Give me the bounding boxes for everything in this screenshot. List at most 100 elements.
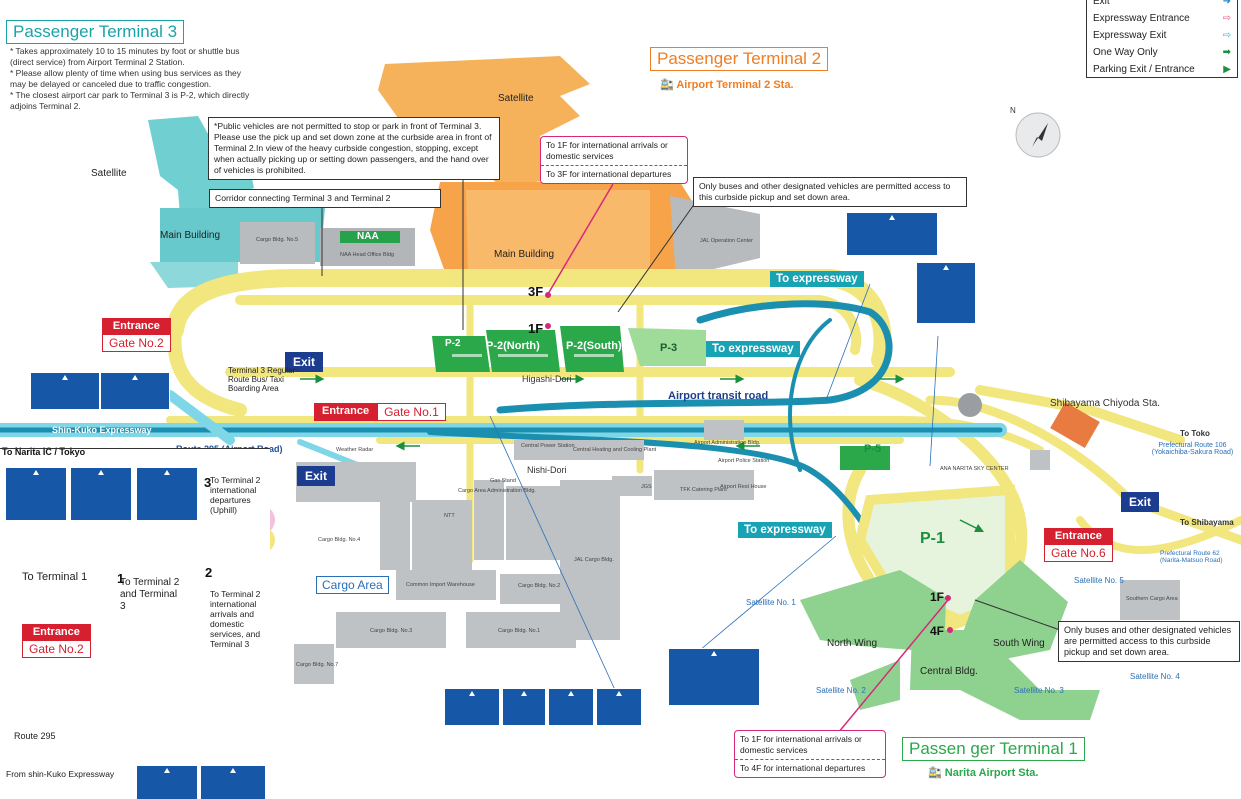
inset-to-terminal1: To Terminal 1 <box>22 571 88 583</box>
svg-text:N: N <box>1010 106 1016 115</box>
cargo2-label: Cargo Bldg. No.2 <box>518 583 561 589</box>
inset-map: To Narita IC / Tokyo To Terminal 1 To Te… <box>0 448 270 799</box>
police-label: Airport Police Station <box>718 458 770 464</box>
jal-cargo-label: JAL Cargo Bldg. <box>574 557 614 563</box>
direction-sign <box>30 372 100 410</box>
direction-sign <box>668 648 760 706</box>
parking-p1[interactable]: P-1 <box>920 530 945 547</box>
entrance-gate-1[interactable]: Entrance Gate No.1 <box>314 403 446 421</box>
shin-kuko-label: Shin-Kuko Expressway <box>52 425 152 435</box>
parking-p2-south[interactable]: P-2(South) <box>566 340 622 352</box>
pref106-label: Prefectural Route 106 (Yokaichiba-Sakura… <box>1151 442 1234 456</box>
to-expressway-tag: To expressway <box>770 271 864 287</box>
direction-sign <box>100 372 170 410</box>
note-line: * The closest airport car park to Termin… <box>10 90 250 100</box>
cargo-buildings <box>294 420 1180 684</box>
transit-road-label: Airport transit road <box>668 390 769 402</box>
satellite-2-label: Satellite No. 2 <box>816 686 866 695</box>
cargo4-label: Cargo Bldg. No.4 <box>318 537 361 543</box>
legend-row-expressway-entrance: Expressway Entrance ⇨ <box>1093 13 1231 24</box>
inset-number-1: 1 <box>117 571 125 586</box>
entrance-gate-6[interactable]: Entrance Gate No.6 <box>1044 528 1113 562</box>
corridor-callout: Corridor connecting Terminal 3 and Termi… <box>209 189 441 208</box>
t1-1f-label: 1F <box>930 590 945 604</box>
pref62-label: Prefectural Route 62 (Narita-Matsuo Road… <box>1160 550 1223 564</box>
to-expressway-tag: To expressway <box>706 341 800 357</box>
nishi-dori-label: Nishi-Dori <box>527 465 567 475</box>
inset-number-2: 2 <box>205 565 213 580</box>
cargo-area-label: Cargo Area <box>316 576 389 594</box>
t3-satellite-label: Satellite <box>91 168 127 179</box>
compass-icon: N <box>1010 106 1061 158</box>
exit-sign-left[interactable]: Exit <box>297 466 336 486</box>
t1-buses-callout: Only buses and other designated vehicles… <box>1058 621 1240 662</box>
legend-row-parking: Parking Exit / Entrance ▶ <box>1093 64 1231 75</box>
expressway-exit-arrow-icon: ⇨ <box>1222 30 1231 41</box>
direction-sign <box>596 688 642 726</box>
t1-floor-callout: To 1F for international arrivals or dome… <box>734 730 886 778</box>
cargo5-block <box>240 222 315 264</box>
jgs-label: JGS <box>641 484 652 490</box>
t2-3f-label: 3F <box>528 284 544 299</box>
ana-sky-center-label: ANA NARITA SKY CENTER <box>940 466 1009 472</box>
inset-direction-sign <box>136 467 198 521</box>
southern-cargo-label: Southern Cargo Area <box>1126 596 1178 602</box>
parking-p3[interactable]: P-3 <box>660 342 678 354</box>
exit-sign-right[interactable]: Exit <box>1121 492 1160 512</box>
central-power-label: Central Power Station <box>521 443 575 449</box>
note-line: * Please allow plenty of time when using… <box>10 68 242 78</box>
parking-blocks <box>432 326 890 470</box>
inset-to-terminal23: To Terminal 2 and Terminal 3 <box>120 577 180 612</box>
inset-direction-sign <box>70 467 132 521</box>
parking-triangle-icon: ▶ <box>1223 64 1231 75</box>
t1-buildings <box>800 560 1100 720</box>
cargo5-label: Cargo Bldg. No.5 <box>256 237 299 243</box>
direction-sign <box>846 212 938 256</box>
entrance-gate-2[interactable]: Entrance Gate No.2 <box>102 318 171 352</box>
rest-house-label: Airport Rest House <box>720 484 767 490</box>
satellite-1-label: Satellite No. 1 <box>746 598 796 607</box>
heating-plant-label: Central Heating and Cooling Plant <box>573 447 657 453</box>
parking-p5[interactable]: P-5 <box>864 443 882 455</box>
naa-hq-label: NAA Head Office Bldg <box>340 252 395 258</box>
t3-main-building-label: Main Building <box>160 230 221 241</box>
inset-to-t2-departures: To Terminal 2 international departures (… <box>210 475 261 515</box>
inset-direction-sign <box>5 467 67 521</box>
to-shibayama-label: To Shibayama <box>1180 518 1234 527</box>
note-line: * Takes approximately 10 to 15 minutes b… <box>10 46 240 56</box>
satellite-4-label: Satellite No. 4 <box>1130 672 1180 681</box>
inset-to-t2-arrivals: To Terminal 2 international arrivals and… <box>210 589 261 649</box>
cargo3-label: Cargo Bldg. No.3 <box>370 628 413 634</box>
common-import-label: Common Import Warehouse <box>406 582 475 588</box>
one-way-arrow-icon: ➡ <box>1222 47 1231 58</box>
legend-row-exit: Exit ➜ <box>1087 0 1237 10</box>
legend-row-one-way: One Way Only ➡ <box>1093 47 1231 58</box>
cargo1-label: Cargo Bldg. No.1 <box>498 628 541 634</box>
south-wing-label: South Wing <box>993 638 1045 649</box>
inset-direction-sign <box>200 765 266 799</box>
legend-row-expressway-exit: Expressway Exit ⇨ <box>1093 30 1231 41</box>
satellite-5-label: Satellite No. 5 <box>1074 576 1124 585</box>
note-line: adjoins Terminal 2. <box>10 101 81 111</box>
higashi-dori-label: Higashi-Dori <box>522 374 572 384</box>
t3-notes: * Takes approximately 10 to 15 minutes b… <box>10 46 280 112</box>
central-bldg-label: Central Bldg. <box>920 666 978 677</box>
inset-entrance-gate-2[interactable]: Entrance Gate No.2 <box>22 624 91 658</box>
naa-logo: NAA <box>357 231 379 242</box>
parking-p2[interactable]: P-2 <box>445 338 461 349</box>
note-line: may be delayed or canceled due to traffi… <box>10 79 212 89</box>
jal-ops-label: JAL Operation Center <box>700 238 753 244</box>
t1-station: 🚉 Narita Airport Sta. <box>928 767 1039 779</box>
gas-stand-label: Gas Stand <box>490 478 516 484</box>
tfk-label: TFK Catering Plant <box>680 487 727 493</box>
t2-satellite-label: Satellite <box>498 93 534 104</box>
to-expressway-tag: To expressway <box>738 522 832 538</box>
inset-route295: Route 295 <box>14 731 56 741</box>
t3-bus-area-label: Terminal 3 Regular-Route Bus/ Taxi Board… <box>228 366 298 393</box>
train-icon: 🚉 <box>660 79 677 91</box>
to-toko-label: To Toko <box>1180 429 1210 438</box>
parking-p2-north[interactable]: P-2(North) <box>486 340 540 352</box>
exit-sign-center[interactable]: Exit <box>285 352 324 372</box>
expressway-entrance-arrow-icon: ⇨ <box>1222 13 1231 24</box>
